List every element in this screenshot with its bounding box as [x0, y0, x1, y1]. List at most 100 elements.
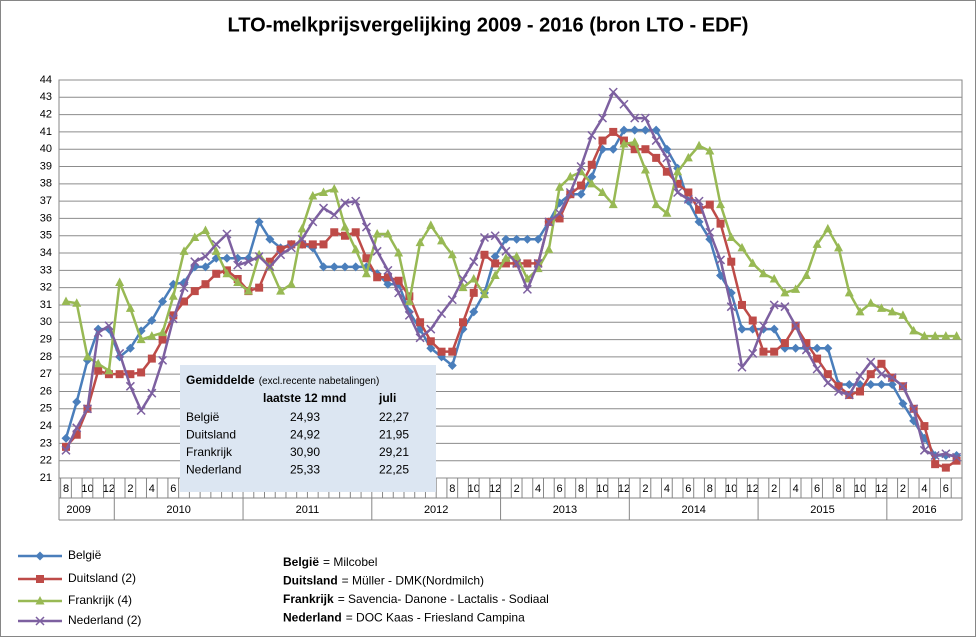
- marker: [812, 343, 822, 353]
- marker: [222, 253, 232, 263]
- x-tick-label: 2: [127, 483, 133, 495]
- marker: [866, 298, 876, 307]
- marker: [758, 268, 768, 278]
- marker: [748, 316, 757, 325]
- marker: [823, 378, 833, 388]
- x-tick-label: 4: [921, 483, 927, 495]
- table-cell: 25,33: [290, 463, 320, 477]
- y-tick-label: 44: [40, 74, 52, 86]
- year-label: 2012: [424, 504, 448, 516]
- marker: [856, 387, 865, 396]
- y-tick-label: 41: [40, 126, 52, 138]
- marker: [726, 302, 736, 312]
- marker: [147, 316, 157, 326]
- marker: [179, 246, 189, 255]
- marker: [286, 243, 296, 253]
- marker: [844, 287, 854, 297]
- marker: [115, 370, 124, 379]
- marker: [458, 274, 468, 284]
- marker: [82, 404, 92, 414]
- marker: [211, 239, 221, 249]
- x-tick-label: 4: [793, 483, 799, 495]
- marker: [758, 321, 768, 331]
- table-cell: Frankrijk: [186, 445, 233, 459]
- marker: [469, 257, 479, 267]
- x-tick-label: 10: [854, 483, 866, 495]
- marker: [801, 270, 811, 280]
- annotation: Nederland = DOC Kaas - Friesland Campina: [283, 611, 525, 625]
- marker: [351, 244, 361, 254]
- annotation-text: = Müller - DMK(Nordmilch): [342, 574, 484, 588]
- marker: [319, 262, 329, 272]
- x-tick-label: 12: [103, 483, 115, 495]
- marker: [490, 231, 500, 241]
- marker: [941, 331, 951, 340]
- marker: [619, 99, 629, 109]
- x-tick-label: 2: [771, 483, 777, 495]
- marker: [952, 331, 962, 340]
- marker: [737, 362, 747, 372]
- marker: [501, 253, 511, 262]
- marker: [598, 187, 607, 196]
- legend-label: Frankrijk (4): [68, 593, 132, 607]
- marker: [694, 140, 704, 150]
- marker: [372, 246, 382, 256]
- marker: [705, 200, 714, 209]
- marker: [555, 182, 565, 191]
- y-tick-label: 27: [40, 368, 52, 380]
- marker: [512, 234, 522, 244]
- marker: [179, 283, 189, 293]
- marker: [844, 380, 854, 390]
- marker: [844, 390, 854, 400]
- marker: [286, 279, 296, 288]
- y-tick-label: 26: [40, 385, 52, 397]
- marker: [125, 303, 135, 312]
- marker: [330, 228, 339, 237]
- marker: [276, 245, 285, 254]
- x-tick-label: 6: [685, 483, 691, 495]
- annotation-name: Frankrijk: [283, 592, 334, 606]
- x-tick-label: 8: [835, 483, 841, 495]
- marker: [673, 187, 683, 198]
- marker: [200, 262, 210, 272]
- marker: [340, 231, 349, 240]
- annotation: België = Milcobel: [283, 555, 377, 569]
- marker: [791, 284, 801, 293]
- marker: [490, 270, 500, 280]
- marker: [641, 145, 650, 154]
- y-tick-label: 37: [40, 195, 52, 207]
- marker: [737, 300, 746, 309]
- table-cell: 24,93: [290, 410, 320, 424]
- x-tick-label: 6: [557, 483, 563, 495]
- marker: [404, 310, 414, 320]
- x-tick-label: 12: [618, 483, 630, 495]
- marker: [823, 370, 832, 379]
- marker: [941, 463, 950, 472]
- marker: [619, 139, 629, 148]
- marker: [94, 366, 103, 375]
- y-tick-label: 38: [40, 178, 52, 190]
- marker: [469, 307, 479, 317]
- marker: [136, 334, 146, 344]
- marker: [640, 125, 650, 135]
- marker: [587, 160, 596, 169]
- year-label: 2015: [810, 504, 834, 516]
- marker: [373, 273, 382, 282]
- marker: [898, 399, 908, 409]
- y-tick-label: 24: [40, 420, 52, 432]
- table-cell: Nederland: [186, 463, 241, 477]
- marker: [459, 318, 468, 327]
- marker: [684, 188, 693, 197]
- marker: [308, 217, 318, 227]
- marker: [211, 246, 221, 255]
- marker: [598, 136, 607, 145]
- legend-label: Nederland (2): [68, 613, 141, 627]
- marker: [705, 145, 715, 155]
- marker: [898, 310, 908, 319]
- marker: [876, 303, 886, 312]
- marker: [104, 321, 114, 331]
- table-header: laatste 12 mnd: [263, 391, 346, 405]
- marker: [630, 145, 639, 154]
- marker: [351, 196, 361, 206]
